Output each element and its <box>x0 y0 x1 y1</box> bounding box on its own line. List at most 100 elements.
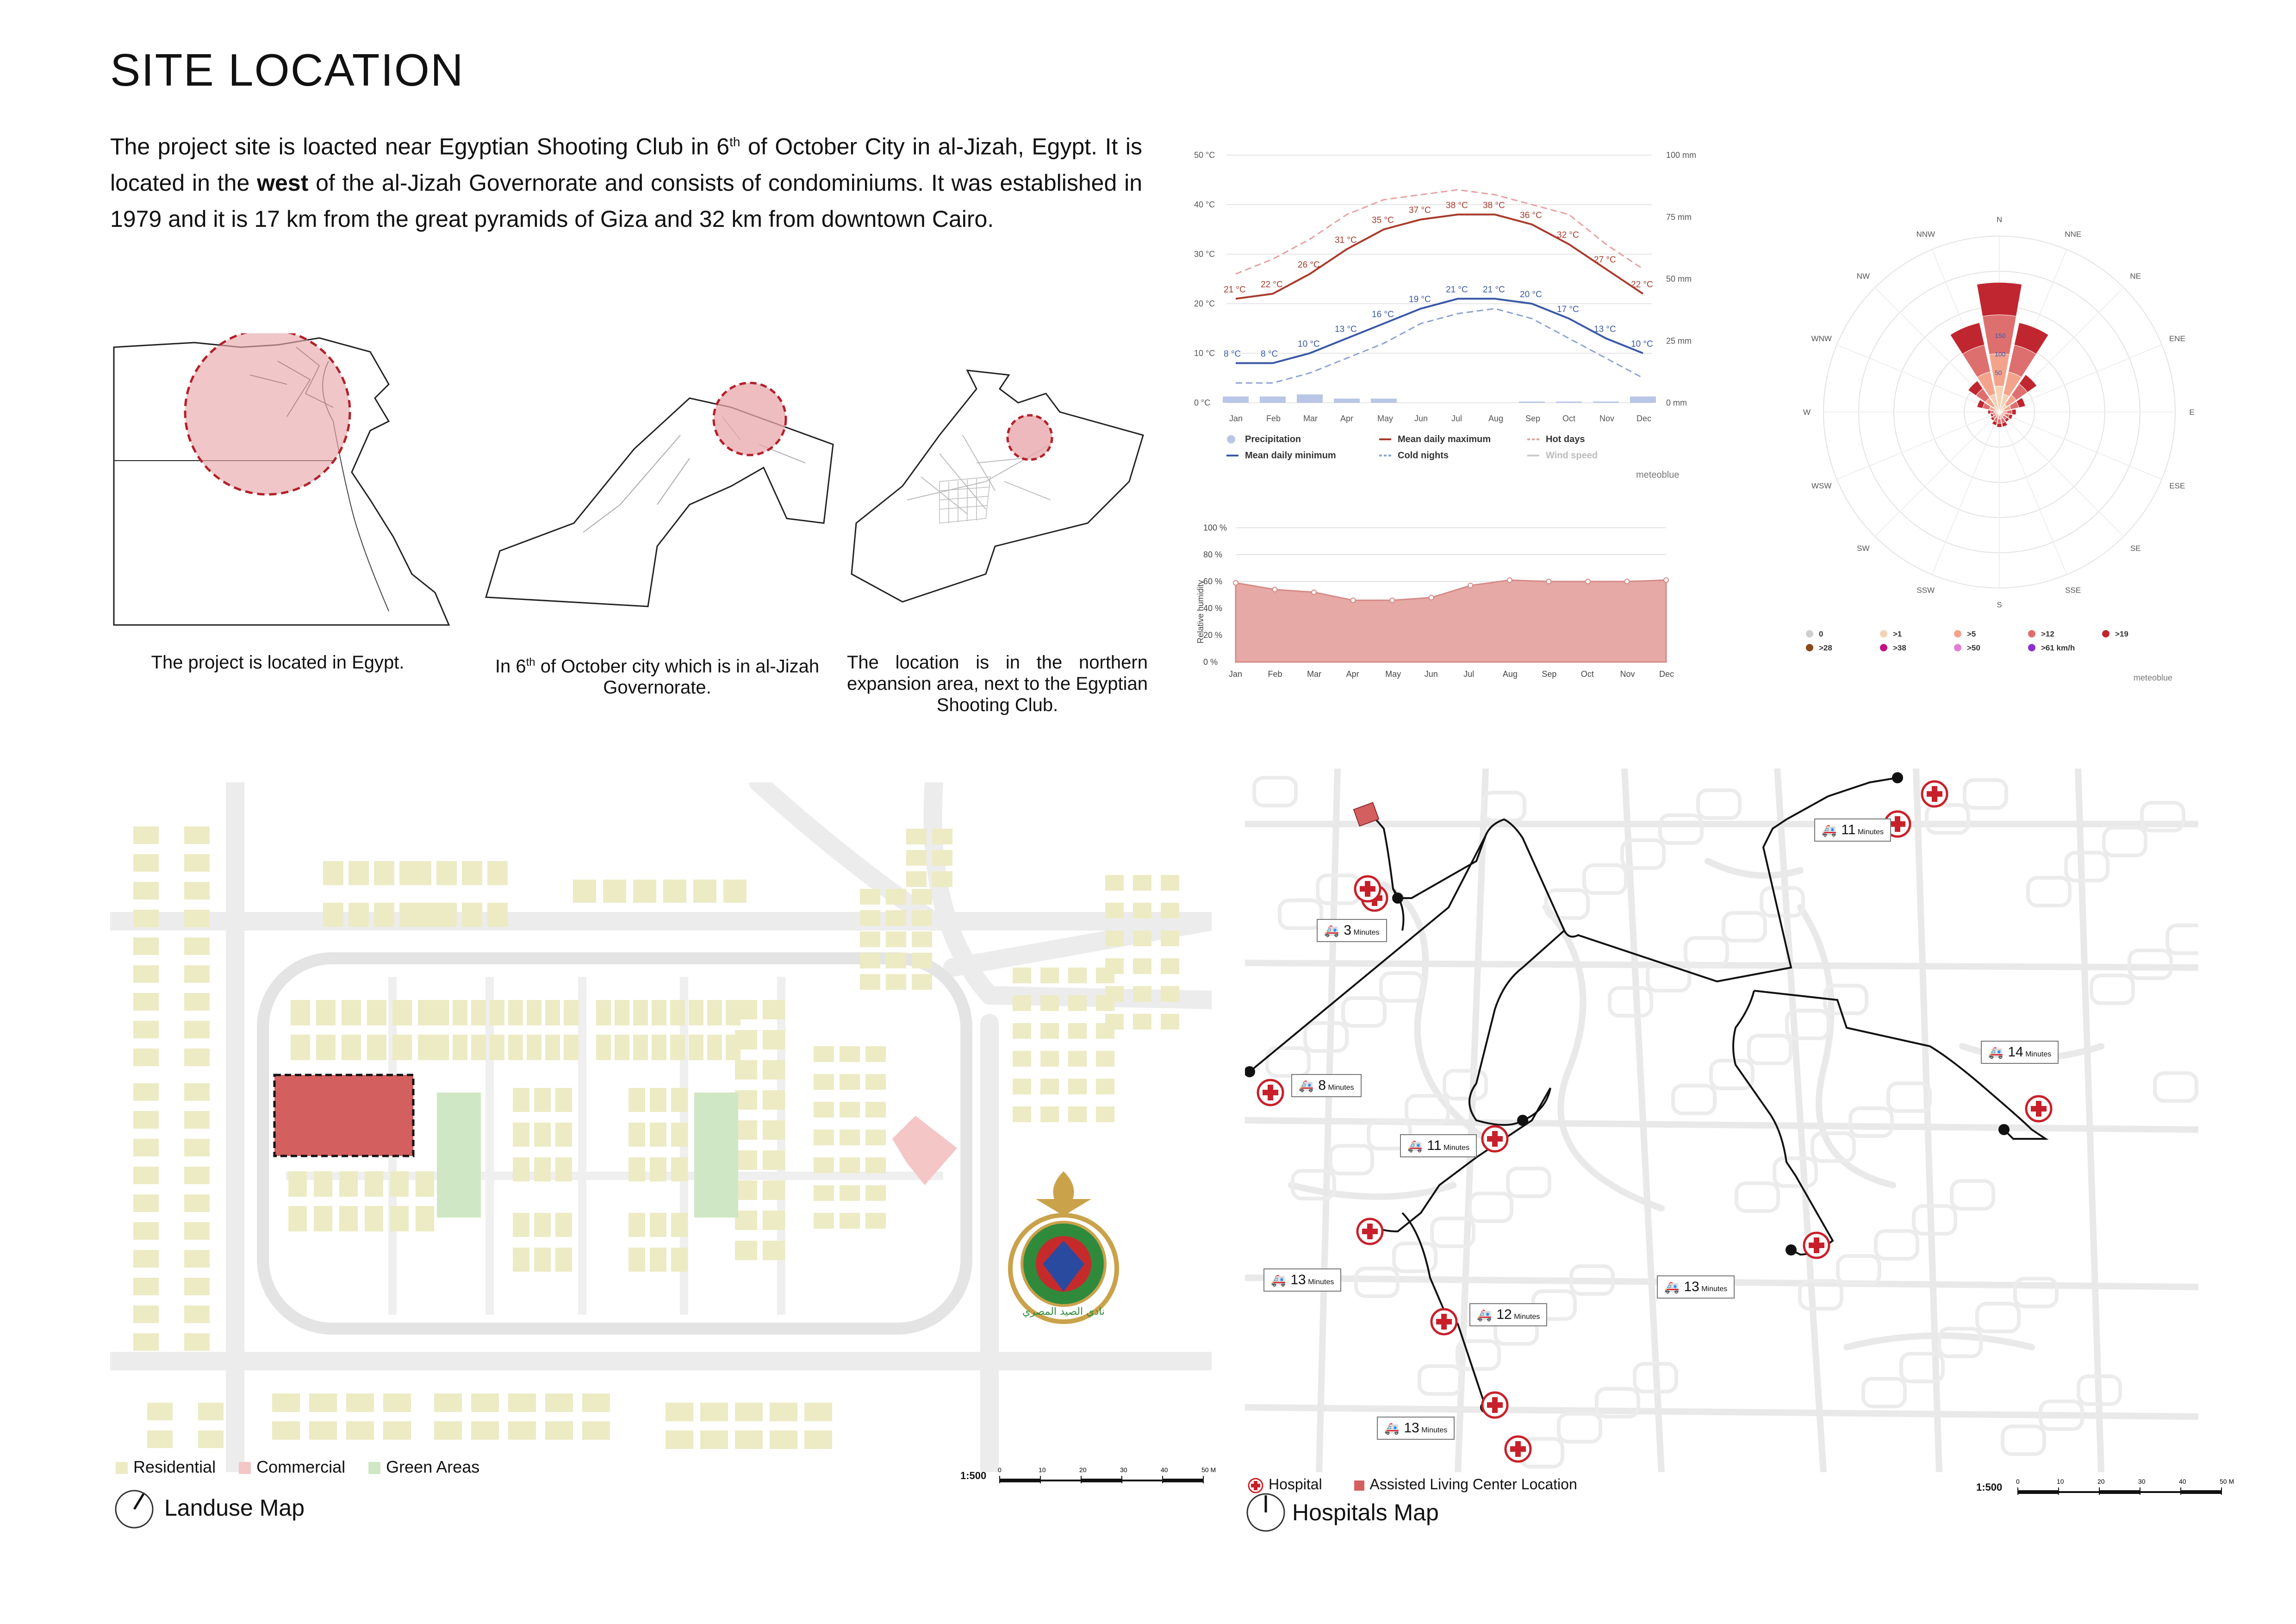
residential-block <box>1133 1014 1151 1030</box>
hospitals-legend: Hospital Assisted Living Center Location <box>1247 1476 1577 1494</box>
residential-block <box>615 1035 629 1060</box>
residential-block <box>462 903 482 927</box>
rose-spoke <box>1999 344 2162 412</box>
residential-block <box>814 1046 834 1062</box>
hospital-icon <box>1248 1478 1263 1493</box>
data-label: 32 °C <box>1557 231 1579 240</box>
residential-block <box>912 953 932 968</box>
data-label: 20 °C <box>1520 290 1542 300</box>
rose-petal <box>1999 394 2010 412</box>
residential-block <box>860 889 880 905</box>
wind-rose-chart: N NNE NE ENE E ESE SE SSE S SSW SW WSW W WNW NW NNW 150 1… <box>1803 215 2195 682</box>
block-outline <box>2064 851 2109 882</box>
residential-block <box>1133 958 1151 974</box>
route-line <box>1468 930 1565 1126</box>
residential-block <box>735 1211 757 1230</box>
data-label: 22 °C <box>1631 280 1653 290</box>
residential-block <box>133 965 159 983</box>
cold-nights-line <box>1236 308 1643 384</box>
ring-label: 100 <box>1995 350 2006 358</box>
direction-label: NNW <box>1916 230 1935 239</box>
residential-block <box>814 1157 834 1173</box>
residential-block <box>814 1102 834 1118</box>
residential-block <box>374 903 394 927</box>
block-outline <box>1291 1169 1336 1200</box>
residential-block <box>689 1000 703 1025</box>
humidity-point <box>1506 577 1512 583</box>
residential-block <box>735 1150 757 1170</box>
residential-block <box>564 1035 579 1060</box>
residential-block <box>1161 903 1179 918</box>
block-outline <box>1379 971 1425 1003</box>
time-value: 8 <box>1318 1078 1326 1093</box>
residential-block <box>670 1035 685 1060</box>
residential-block <box>184 1222 210 1240</box>
legend-marker <box>2028 630 2035 637</box>
residential-block <box>1068 1051 1087 1067</box>
residential-block <box>814 1185 834 1201</box>
residential-block <box>184 910 210 927</box>
block-outline <box>1912 1204 1957 1236</box>
page-title: SITE LOCATION <box>110 44 464 95</box>
direction-label: SSW <box>1916 586 1935 594</box>
block-outline <box>1646 961 1691 993</box>
time-value: 12 <box>1496 1307 1512 1322</box>
y-tick-label: 30 °C <box>1194 250 1215 259</box>
residential-block <box>633 1035 648 1060</box>
residential-block <box>735 1030 757 1049</box>
residential-block <box>1013 1023 1031 1039</box>
residential-block <box>133 826 159 844</box>
residential-block <box>840 1102 860 1118</box>
residential-block <box>735 1241 757 1260</box>
residential-block <box>272 1393 300 1412</box>
residential-block <box>184 1333 210 1351</box>
residential-block <box>912 974 932 990</box>
legend-marker <box>1880 644 1887 651</box>
residential-block <box>763 1150 785 1170</box>
residential-block <box>147 1403 173 1420</box>
direction-label: ENE <box>2169 334 2185 343</box>
residential-block <box>1105 931 1124 946</box>
x-tick-label: May <box>1377 414 1393 423</box>
residential-block <box>689 1035 703 1060</box>
route-line <box>1401 1212 1468 1352</box>
residential-block <box>133 854 159 872</box>
route-endpoint <box>1392 893 1403 904</box>
residential-block <box>453 1035 467 1060</box>
precipitation-bar <box>1334 399 1360 403</box>
residential-block <box>184 1083 210 1101</box>
residential-block <box>184 1021 210 1038</box>
residential-block <box>603 880 626 903</box>
residential-block <box>555 1123 572 1147</box>
ring-label: 50 <box>1995 369 2002 376</box>
residential-block <box>288 1206 307 1231</box>
residential-block <box>390 1171 409 1197</box>
residential-block <box>763 1060 785 1080</box>
time-unit: Minutes <box>1441 1144 1469 1152</box>
residential-block <box>133 1139 159 1156</box>
residential-block <box>513 1248 529 1272</box>
x-tick-label: Oct <box>1562 414 1575 423</box>
residential-block <box>814 1130 834 1145</box>
scale-tick-label: 40 <box>1161 1466 1168 1474</box>
route-line <box>1754 990 2049 1140</box>
block-outline <box>1392 1242 1437 1273</box>
travel-time-label: 🚑 13 Minutes <box>1263 1268 1342 1292</box>
residential-block <box>471 1000 486 1025</box>
residential-block <box>860 974 880 990</box>
data-label: 36 °C <box>1520 211 1542 220</box>
residential-block <box>184 1111 210 1129</box>
residential-block <box>1105 958 1124 974</box>
north-arrow-icon <box>1246 1493 1285 1532</box>
residential-block <box>804 1403 832 1421</box>
residential-block <box>508 1035 523 1060</box>
rose-spoke <box>1999 412 2124 537</box>
residential-block <box>133 1278 159 1295</box>
hospital-icon <box>1504 1435 1532 1463</box>
data-label: 22 °C <box>1261 280 1283 290</box>
direction-label: SE <box>2130 544 2141 553</box>
residential-block <box>932 871 952 887</box>
travel-time-label: 🚑 11 Minutes <box>1814 818 1891 842</box>
residential-block <box>671 1248 688 1272</box>
y-tick-label: 40 °C <box>1194 200 1215 209</box>
